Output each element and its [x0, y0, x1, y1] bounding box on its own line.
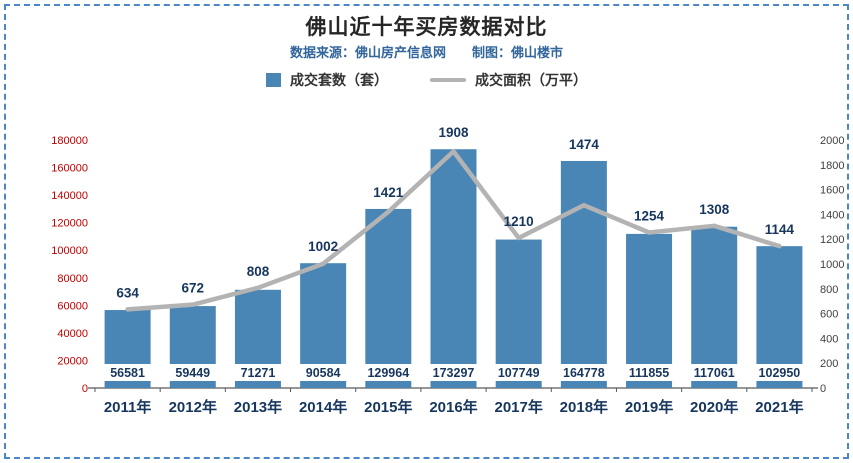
svg-text:2021年: 2021年	[755, 398, 803, 416]
svg-text:2014年: 2014年	[299, 398, 347, 416]
svg-text:56581: 56581	[110, 366, 145, 380]
bar	[560, 160, 607, 388]
left-axis-labels: 0 20000 40000 60000 80000 100000 120000 140000 1…	[51, 135, 88, 395]
svg-text:100000: 100000	[51, 245, 88, 257]
svg-text:160000: 160000	[51, 163, 88, 175]
svg-text:40000: 40000	[57, 328, 88, 340]
line-value-labels: 634 672 808 1002 1421 1908 1210 1474 1254 1308 114…	[116, 125, 794, 300]
subtitle-maker: 制图：佛山楼市	[472, 45, 564, 60]
legend-label-line: 成交面积（万平）	[475, 72, 587, 88]
svg-text:1800: 1800	[820, 160, 844, 172]
bar-value-labels: 56581 59449 71271 90584 129964 173297 107749 16…	[99, 364, 808, 381]
legend-label-bars: 成交套数（套）	[290, 72, 388, 88]
svg-text:1144: 1144	[765, 222, 795, 237]
chart-area: 0 20000 40000 60000 80000 100000 120000 140000 1…	[0, 100, 853, 460]
svg-text:173297: 173297	[433, 366, 475, 380]
svg-text:120000: 120000	[51, 218, 88, 230]
svg-text:117061: 117061	[694, 366, 735, 380]
x-axis-category-labels: 2011年 2012年 2013年 2014年 2015年 2016年 2017年 2018年…	[104, 398, 804, 416]
bar	[430, 149, 477, 388]
svg-text:400: 400	[820, 333, 838, 345]
svg-text:200: 200	[820, 358, 838, 370]
svg-text:129964: 129964	[367, 366, 409, 380]
bar-series	[104, 149, 803, 388]
svg-text:808: 808	[247, 264, 270, 279]
bar	[495, 239, 542, 388]
legend-item-bars: 成交套数（套）	[266, 70, 388, 90]
bar-legend-swatch-icon	[266, 73, 281, 87]
svg-text:600: 600	[820, 309, 838, 321]
svg-text:1210: 1210	[504, 214, 534, 229]
line-legend-swatch-icon	[430, 78, 466, 82]
svg-text:1908: 1908	[438, 125, 469, 140]
legend-item-line: 成交面积（万平）	[430, 70, 587, 90]
page-title: 佛山近十年买房数据对比	[305, 16, 548, 39]
svg-text:0: 0	[820, 383, 826, 395]
line-series	[125, 149, 782, 312]
subtitle-source: 数据来源：佛山房产信息网	[289, 45, 446, 60]
svg-text:59449: 59449	[175, 366, 210, 380]
x-axis-line	[88, 387, 818, 392]
svg-text:2013年: 2013年	[234, 398, 282, 416]
svg-text:1308: 1308	[699, 202, 730, 217]
chart-legend: 成交套数（套） 成交面积（万平）	[0, 70, 853, 90]
svg-text:672: 672	[182, 281, 205, 296]
svg-text:1254: 1254	[634, 209, 665, 224]
svg-text:90584: 90584	[306, 366, 341, 380]
svg-text:1200: 1200	[820, 234, 844, 246]
svg-text:20000: 20000	[57, 355, 88, 367]
svg-text:1400: 1400	[820, 209, 844, 221]
bar	[691, 226, 738, 388]
svg-text:111855: 111855	[629, 366, 669, 380]
bar	[365, 208, 412, 388]
svg-text:2011年: 2011年	[104, 398, 152, 416]
chart-subtitle: 数据来源：佛山房产信息网 制图：佛山楼市	[0, 42, 853, 61]
svg-text:1000: 1000	[820, 259, 844, 271]
svg-text:2000: 2000	[820, 135, 844, 147]
svg-text:107749: 107749	[498, 366, 540, 380]
svg-text:2016年: 2016年	[429, 398, 477, 416]
svg-text:2015年: 2015年	[364, 398, 412, 416]
svg-text:164778: 164778	[563, 366, 605, 380]
svg-text:1600: 1600	[820, 185, 844, 197]
svg-text:1002: 1002	[308, 239, 338, 254]
svg-text:634: 634	[116, 285, 139, 300]
svg-text:2018年: 2018年	[560, 398, 608, 416]
svg-text:1421: 1421	[373, 185, 404, 200]
bar	[626, 233, 673, 388]
chart-canvas: 0200004000060000800001000001200001400001…	[51, 125, 844, 416]
svg-text:80000: 80000	[57, 273, 88, 285]
svg-text:71271: 71271	[241, 366, 276, 380]
svg-text:140000: 140000	[51, 190, 88, 202]
svg-text:2017年: 2017年	[494, 398, 542, 416]
svg-text:2019年: 2019年	[625, 398, 673, 416]
svg-text:800: 800	[820, 284, 838, 296]
svg-text:180000: 180000	[51, 135, 88, 147]
svg-text:1474: 1474	[569, 137, 600, 152]
svg-text:2020年: 2020年	[690, 398, 738, 416]
svg-text:0: 0	[82, 383, 88, 395]
svg-text:2012年: 2012年	[169, 398, 217, 416]
svg-text:102950: 102950	[759, 366, 801, 380]
right-axis-labels: 0 200 400 600 800 1000 1200 1400 1600 1800 2000	[820, 135, 844, 395]
svg-text:60000: 60000	[57, 300, 88, 312]
